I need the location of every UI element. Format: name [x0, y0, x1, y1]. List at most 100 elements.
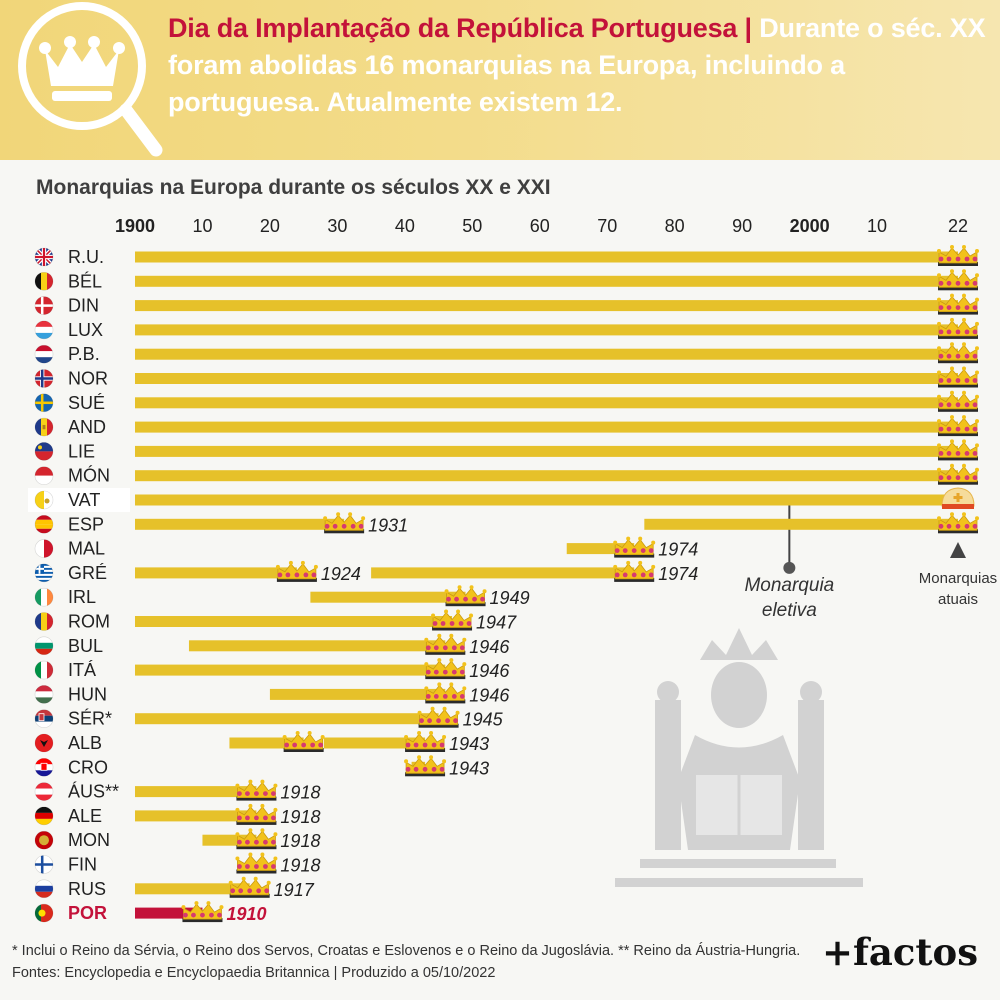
- flag-me-icon: [34, 830, 54, 850]
- row-ro: ROM 1947: [34, 609, 517, 633]
- tick-label: 40: [395, 216, 415, 236]
- annotation-current-label: atuais: [938, 591, 978, 608]
- row-no: NOR: [34, 366, 979, 389]
- brand-logo: +factos: [822, 930, 979, 974]
- row-label: VAT: [68, 490, 100, 510]
- bar: [135, 373, 958, 384]
- crown-icon: [937, 366, 979, 388]
- tick-label: 1900: [115, 216, 155, 236]
- flag-li-icon: [34, 442, 54, 461]
- crown-icon: [275, 560, 318, 582]
- annotation-elective-label: eletiva: [762, 600, 817, 621]
- flag-se-icon: [34, 393, 54, 413]
- flag-de-icon: [34, 806, 54, 826]
- bar: [566, 543, 635, 555]
- flag-be-icon: [34, 271, 54, 291]
- row-label: ITÁ: [68, 660, 96, 680]
- annotations: Monarquia eletiva Monarquias atuais: [744, 502, 997, 621]
- row-label: ALB: [68, 733, 102, 753]
- row-label: P.B.: [68, 344, 100, 364]
- bar: [135, 300, 958, 312]
- row-label: CRO: [68, 757, 108, 777]
- annotation-elective-label: Monarquia: [744, 575, 834, 596]
- row-mt: MAL 1974: [34, 536, 698, 560]
- end-year-label: 1974: [658, 540, 698, 560]
- bar: [135, 907, 203, 919]
- row-al: ALB 1943: [34, 731, 489, 754]
- end-year-label: 1917: [274, 880, 315, 900]
- bar: [135, 494, 958, 506]
- row-label: LIE: [68, 441, 95, 461]
- bar: [135, 397, 958, 409]
- bar: [135, 713, 439, 725]
- bar: [135, 883, 250, 895]
- flag-pt-icon: [34, 903, 54, 923]
- end-year-label: 1924: [321, 564, 361, 584]
- row-label: LUX: [68, 320, 103, 340]
- crown-icon: [282, 731, 325, 752]
- crown-icon: [937, 390, 979, 412]
- row-label: MAL: [68, 539, 105, 559]
- bar: [188, 640, 446, 652]
- crown-icon: [323, 512, 366, 534]
- end-year-label: 1946: [469, 637, 510, 657]
- bar: [269, 688, 446, 700]
- row-se: SUÉ: [34, 390, 979, 413]
- flag-uk-icon: [34, 247, 54, 267]
- tick-label: 22: [948, 216, 968, 236]
- tick-label: 80: [665, 216, 685, 236]
- end-year-label: 1946: [469, 685, 510, 705]
- row-at: ÁUS** 1918: [34, 779, 320, 803]
- crown-icon: [937, 245, 979, 266]
- flag-hu-icon: [34, 685, 54, 704]
- bar: [135, 275, 958, 287]
- row-it: ITÁ 1946: [34, 658, 510, 681]
- row-label: DIN: [68, 296, 99, 316]
- flag-dk-icon: [34, 296, 54, 315]
- row-label: FIN: [68, 855, 97, 875]
- chart-rows: R.U. BÉL DIN LUX P.B. NOR SUÉ AND LIE MÓN VAT ESP 19…: [28, 245, 979, 924]
- crown-icon: [404, 755, 447, 777]
- throne-base: [615, 878, 863, 887]
- flag-va-icon: [34, 490, 54, 510]
- bar: [135, 470, 958, 482]
- crown-icon: [937, 415, 979, 437]
- row-va: VAT: [28, 487, 975, 512]
- row-es: ESP 1931: [34, 512, 979, 535]
- bar: [135, 664, 446, 676]
- row-be: BÉL: [34, 269, 979, 291]
- flag-hr-icon: [34, 757, 54, 777]
- crown-icon: [937, 293, 979, 315]
- x-axis-ticks: 1900 10 20 30 40 50 60 70 80 90 2000 10 22: [115, 216, 968, 236]
- bar: [135, 810, 257, 822]
- tick-label: 30: [327, 216, 347, 236]
- row-de: ALE 1918: [34, 803, 320, 827]
- flag-mc-icon: [34, 466, 54, 486]
- end-year-label: 1918: [280, 783, 320, 803]
- row-label: POR: [68, 903, 107, 923]
- bar: [135, 348, 958, 360]
- king-head: [711, 662, 767, 728]
- tick-label: 10: [867, 216, 887, 236]
- end-year-label: 1918: [280, 831, 320, 851]
- crown-icon: [424, 658, 467, 680]
- footnote: * Inclui o Reino da Sérvia, o Reino dos …: [12, 943, 801, 981]
- chart-title: Monarquias na Europa durante os séculos …: [36, 176, 551, 199]
- flag-no-icon: [34, 369, 54, 388]
- annotation-current-label: Monarquias: [919, 570, 997, 587]
- crown-icon: [235, 779, 278, 801]
- end-year-label: 1949: [490, 588, 530, 608]
- row-label: RUS: [68, 879, 106, 899]
- flag-nl-icon: [34, 344, 54, 364]
- crown-icon: [937, 512, 979, 534]
- headline: Dia da Implantação da República Portugue…: [168, 10, 988, 121]
- row-label: BÉL: [68, 271, 102, 291]
- headline-highlight: Dia da Implantação da República Portugue…: [168, 13, 752, 43]
- row-label: AND: [68, 417, 106, 437]
- row-label: SUÉ: [68, 393, 105, 413]
- tick-label: 10: [192, 216, 212, 236]
- crown-icon: [937, 269, 979, 291]
- bar: [135, 251, 958, 263]
- flag-ru-icon: [34, 879, 54, 899]
- crown-icon: [937, 439, 979, 461]
